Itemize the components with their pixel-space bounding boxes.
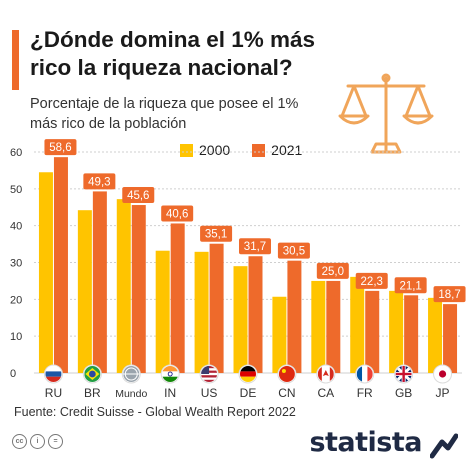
data-label-bg <box>83 173 116 190</box>
y-tick-label: 60 <box>10 147 22 159</box>
bar-2021 <box>170 223 185 373</box>
uk-flag-icon-detail <box>395 366 412 382</box>
russia-flag-icon-detail <box>45 366 62 382</box>
bar-2021 <box>131 205 146 373</box>
x-tick-label: BR <box>84 386 101 400</box>
x-tick-label: DE <box>240 386 257 400</box>
bar-2000 <box>311 280 326 373</box>
data-label: 21,1 <box>399 280 421 292</box>
source-note: Fuente: Credit Suisse - Global Wealth Re… <box>14 405 296 419</box>
data-label-bg <box>355 272 388 289</box>
x-tick-label: GB <box>395 386 412 400</box>
x-tick-label: JP <box>436 386 450 400</box>
bar-2000 <box>272 296 287 373</box>
bar-2021 <box>248 256 263 373</box>
legend-item-2000: 2000 <box>180 142 230 158</box>
data-label: 31,7 <box>244 241 266 253</box>
france-flag-icon-detail <box>356 366 373 382</box>
y-tick-label: 0 <box>10 368 16 380</box>
data-label-bg <box>122 187 155 204</box>
chart-subtitle: Porcentaje de la riqueza que posee el 1%… <box>30 96 299 132</box>
x-tick-label: Mundo <box>115 388 147 400</box>
bar-2000 <box>116 199 131 373</box>
bar-2021 <box>287 260 302 373</box>
bar-2000 <box>233 266 248 373</box>
data-label: 58,6 <box>49 142 71 154</box>
data-label: 45,6 <box>127 190 149 202</box>
legend-label-2000: 2000 <box>199 142 231 158</box>
x-tick-label: CN <box>278 386 295 400</box>
legend-item-2021: 2021 <box>252 142 302 158</box>
data-label: 18,7 <box>438 289 460 301</box>
statista-logo-icon <box>430 433 458 459</box>
bar-2000 <box>350 276 365 373</box>
chart-title: ¿Dónde domina el 1% más rico la riqueza … <box>30 27 316 80</box>
y-tick-label: 40 <box>10 221 22 233</box>
title-accent-bar <box>12 30 19 90</box>
bar-2000 <box>155 250 170 373</box>
germany-flag-icon-detail <box>240 366 256 382</box>
y-tick-label: 30 <box>10 258 22 270</box>
data-label: 40,6 <box>166 208 188 220</box>
x-tick-label: RU <box>45 386 62 400</box>
data-label: 22,3 <box>361 276 383 288</box>
bar-2021 <box>404 295 419 373</box>
x-tick-label: CA <box>317 386 334 400</box>
bar-2000 <box>38 172 53 373</box>
data-label: 49,3 <box>88 176 110 188</box>
data-label-bg <box>239 238 271 255</box>
data-label: 35,1 <box>205 229 227 241</box>
japan-flag-icon-detail <box>434 366 451 382</box>
legend-swatch-2000 <box>180 143 193 157</box>
data-label-bg <box>44 139 77 156</box>
x-tick-label: FR <box>357 386 373 400</box>
chart-legend: 2000 2021 <box>180 142 324 158</box>
bar-2021 <box>92 191 107 373</box>
bar-2000 <box>389 290 404 373</box>
bar-2000 <box>428 297 443 373</box>
data-label-bg <box>433 286 466 303</box>
attribution-icon: i <box>30 434 45 449</box>
china-flag-icon-detail <box>278 366 295 382</box>
statista-logo-text: statista <box>309 427 422 458</box>
y-tick-label: 20 <box>10 294 22 306</box>
legend-swatch-2021 <box>252 143 266 157</box>
x-tick-label: IN <box>164 386 176 400</box>
footer: cc i = statista <box>0 426 474 474</box>
data-label: 30,5 <box>283 246 305 258</box>
x-tick-label: US <box>201 386 218 400</box>
bar-2000 <box>194 251 209 373</box>
india-flag-icon-detail <box>162 366 179 382</box>
data-label-bg <box>161 205 194 222</box>
license-icons: cc i = <box>12 434 63 449</box>
y-tick-label: 50 <box>10 184 22 196</box>
no-derivatives-icon: = <box>48 434 63 449</box>
canada-flag-icon-detail <box>317 366 334 382</box>
creative-commons-icon: cc <box>12 434 27 449</box>
scale-icon <box>338 73 434 154</box>
usa-flag-icon-detail <box>201 366 218 382</box>
bar-2021 <box>209 243 224 373</box>
data-label-bg <box>277 242 310 259</box>
world-globe-icon-detail <box>123 366 140 382</box>
data-label: 25,0 <box>322 266 344 278</box>
brazil-flag-icon-detail <box>84 366 101 382</box>
bar-2021 <box>53 157 68 373</box>
bar-2000 <box>77 210 92 373</box>
y-tick-label: 10 <box>10 331 22 343</box>
data-label-bg <box>316 262 349 279</box>
data-label-bg <box>200 225 233 242</box>
bar-2021 <box>326 280 341 373</box>
bar-2021 <box>443 304 458 373</box>
legend-label-2021: 2021 <box>271 142 303 158</box>
data-label-bg <box>394 277 427 294</box>
bar-2021 <box>365 290 380 373</box>
